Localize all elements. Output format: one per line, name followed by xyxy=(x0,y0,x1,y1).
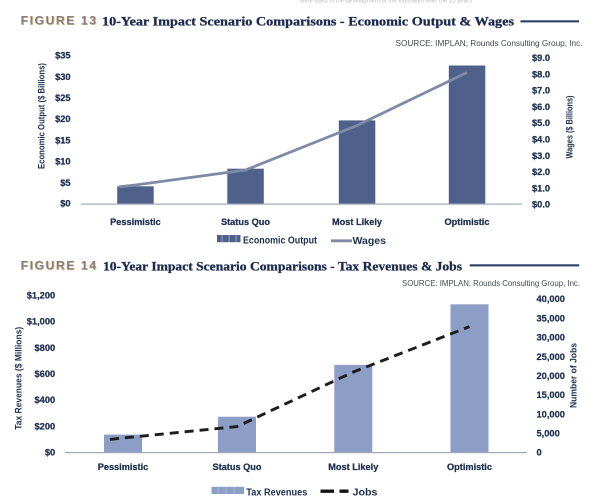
svg-text:$5: $5 xyxy=(60,178,70,188)
svg-text:10,000: 10,000 xyxy=(537,409,565,419)
svg-text:Pessimistic: Pessimistic xyxy=(110,217,161,227)
svg-text:Status Quo: Status Quo xyxy=(221,217,270,227)
svg-text:$1,200: $1,200 xyxy=(27,290,55,300)
svg-text:$30: $30 xyxy=(55,72,71,82)
svg-text:25,000: 25,000 xyxy=(537,352,565,362)
svg-text:Most Likely: Most Likely xyxy=(328,462,379,472)
svg-text:$8.0: $8.0 xyxy=(532,69,550,79)
svg-text:$25: $25 xyxy=(55,93,71,103)
svg-text:$1.0: $1.0 xyxy=(532,183,550,193)
svg-text:Wages ($ Billions): Wages ($ Billions) xyxy=(565,96,575,159)
svg-text:$15: $15 xyxy=(55,135,71,145)
svg-text:Optimistic: Optimistic xyxy=(445,217,490,227)
svg-text:FIGURE 14: FIGURE 14 xyxy=(21,259,98,273)
svg-text:5,000: 5,000 xyxy=(537,429,560,439)
svg-text:$35: $35 xyxy=(55,51,71,61)
svg-text:$4.0: $4.0 xyxy=(532,135,550,145)
svg-text:SOURCE: IMPLAN; Rounds Consult: SOURCE: IMPLAN; Rounds Consulting Group,… xyxy=(396,39,583,48)
svg-text:FIGURE 14: FIGURE 14 xyxy=(21,259,98,273)
svg-text:Economic Output ($ Billions): Economic Output ($ Billions) xyxy=(37,63,48,169)
svg-text:$3.0: $3.0 xyxy=(532,151,550,161)
svg-text:35,000: 35,000 xyxy=(537,313,565,323)
svg-text:40,000: 40,000 xyxy=(537,294,565,304)
svg-text:20,000: 20,000 xyxy=(537,371,565,381)
svg-text:Optimistic: Optimistic xyxy=(447,462,492,472)
svg-text:Tax Revenues: Tax Revenues xyxy=(246,488,307,499)
svg-text:$5.0: $5.0 xyxy=(532,118,550,128)
svg-text:$0: $0 xyxy=(45,448,55,458)
svg-text:$800: $800 xyxy=(35,343,56,353)
svg-text:Economic Output: Economic Output xyxy=(243,236,318,247)
svg-text:$0: $0 xyxy=(60,199,70,209)
svg-text:$9.0: $9.0 xyxy=(532,53,550,63)
svg-text:15,000: 15,000 xyxy=(537,390,565,400)
svg-text:Jobs: Jobs xyxy=(353,488,378,499)
svg-text:were used in the development o: were used in the development of the esti… xyxy=(299,0,472,4)
svg-text:$6.0: $6.0 xyxy=(532,102,550,112)
svg-text:30,000: 30,000 xyxy=(537,333,565,343)
svg-text:Status Quo: Status Quo xyxy=(212,462,261,472)
svg-text:Most Likely: Most Likely xyxy=(332,217,383,227)
svg-text:FIGURE 13: FIGURE 13 xyxy=(21,14,98,28)
svg-text:$1,000: $1,000 xyxy=(27,317,55,327)
svg-text:0: 0 xyxy=(537,448,542,458)
svg-text:$200: $200 xyxy=(35,421,56,431)
svg-text:$600: $600 xyxy=(35,369,56,379)
svg-text:$10: $10 xyxy=(55,157,71,167)
svg-text:$7.0: $7.0 xyxy=(532,86,550,96)
svg-text:Number of Jobs: Number of Jobs xyxy=(569,343,579,408)
svg-text:Wages: Wages xyxy=(353,236,387,247)
svg-text:10-Year Impact Scenario Compar: 10-Year Impact Scenario Comparisons - Ec… xyxy=(102,13,514,28)
svg-text:$400: $400 xyxy=(35,395,56,405)
svg-text:Pessimistic: Pessimistic xyxy=(98,462,149,472)
svg-text:$2.0: $2.0 xyxy=(532,167,550,177)
svg-text:$0.0: $0.0 xyxy=(532,200,550,210)
svg-text:Tax Revenues ($ Millions): Tax Revenues ($ Millions) xyxy=(14,327,25,430)
svg-text:10-Year Impact Scenario Compar: 10-Year Impact Scenario Comparisons - Ta… xyxy=(103,258,462,273)
svg-text:SOURCE: IMPLAN; Rounds Consult: SOURCE: IMPLAN; Rounds Consulting Group,… xyxy=(402,279,580,288)
svg-text:FIGURE 13: FIGURE 13 xyxy=(21,14,98,28)
svg-text:$20: $20 xyxy=(55,114,71,124)
